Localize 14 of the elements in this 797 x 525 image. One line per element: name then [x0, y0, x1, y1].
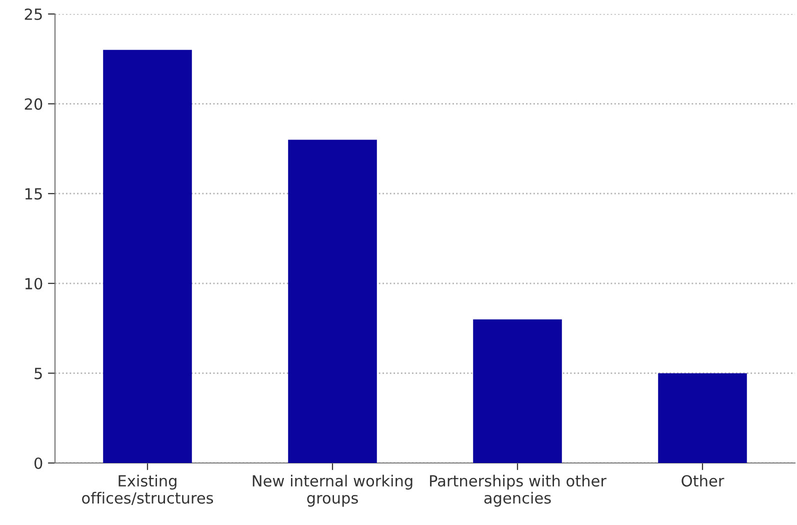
x-tick-label: Other — [682, 474, 724, 487]
y-tick-label: 20 — [24, 98, 42, 110]
y-tick-label: 10 — [25, 278, 42, 290]
bar — [473, 319, 562, 463]
x-tick-label: Existing offices/structures — [82, 474, 214, 505]
y-tick-label: 15 — [25, 188, 42, 200]
bar — [658, 373, 747, 463]
y-tick-label: 25 — [24, 8, 42, 20]
y-tick-label: 0 — [34, 457, 42, 470]
bar — [103, 50, 192, 463]
x-tick-label: Partnerships with other agencies — [430, 474, 606, 507]
x-tick-label: New internal working groups — [252, 474, 412, 507]
y-tick-label: 5 — [34, 368, 42, 380]
bar — [288, 140, 377, 463]
